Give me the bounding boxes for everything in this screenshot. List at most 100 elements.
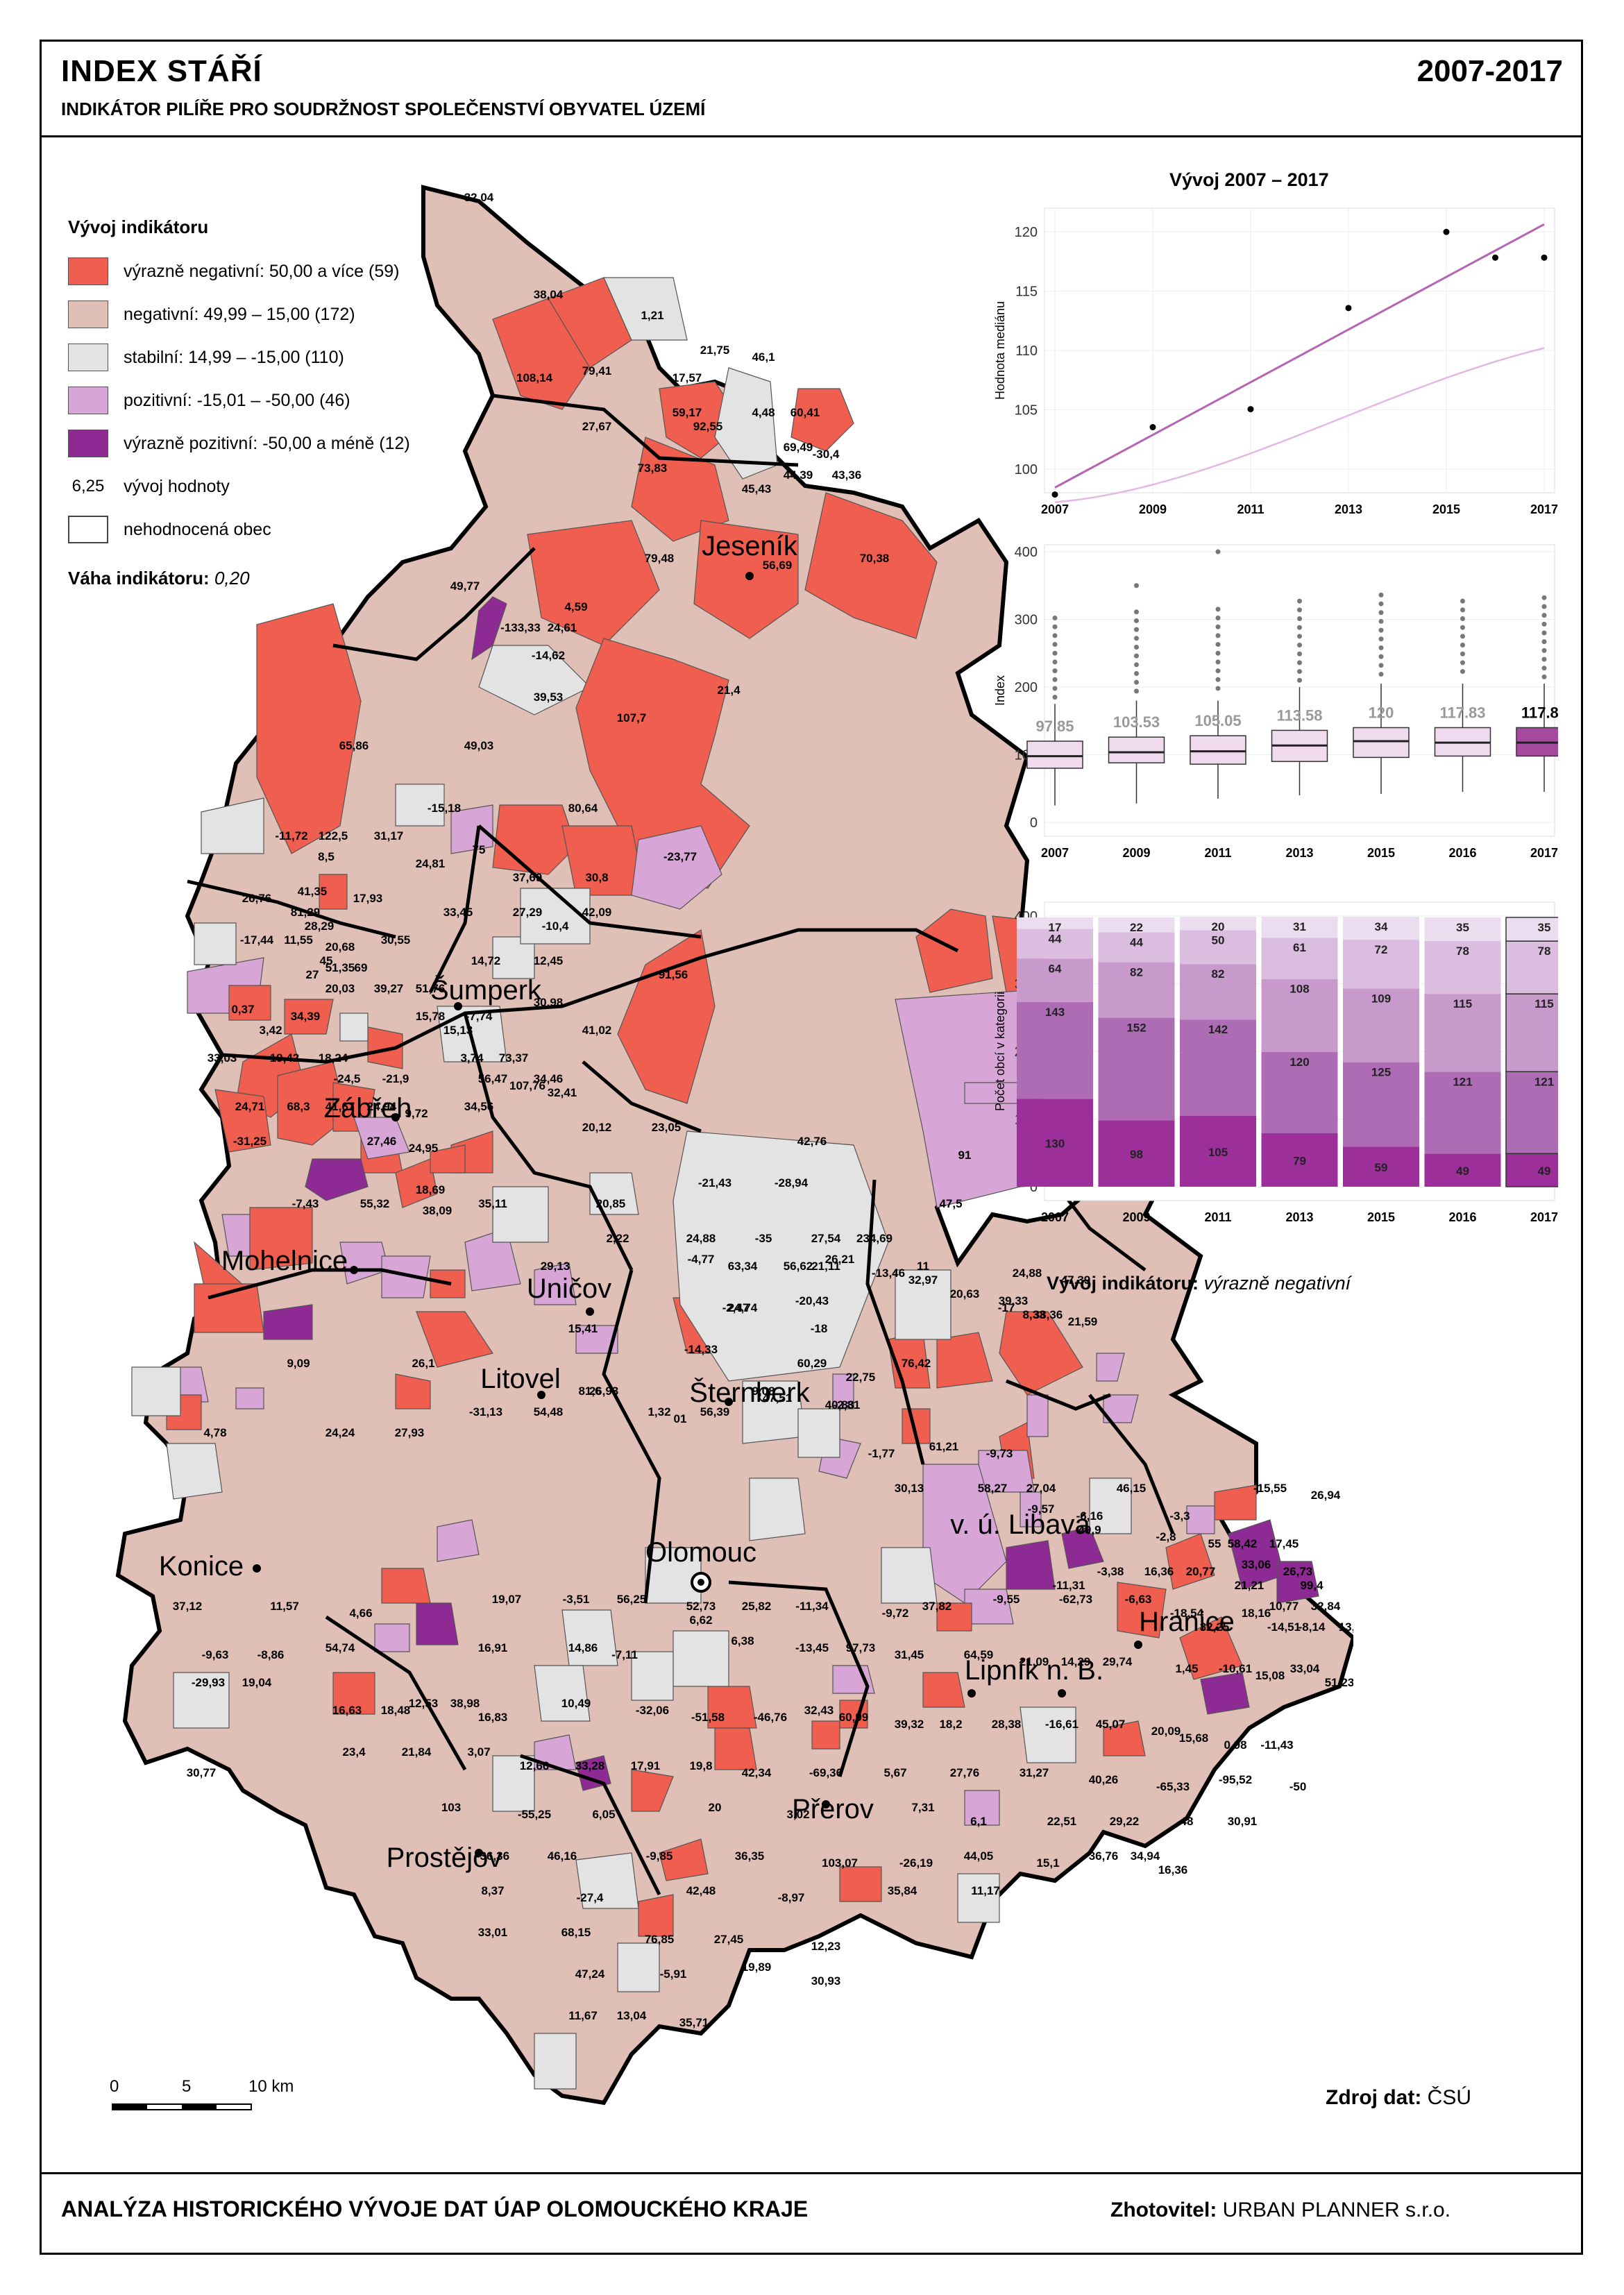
city-label: Litovel bbox=[480, 1364, 561, 1394]
municipality-value: 15,41 bbox=[568, 1322, 598, 1335]
municipality-value: 7,31 bbox=[911, 1801, 934, 1814]
municipality-value: -9,63 bbox=[202, 1648, 229, 1661]
municipality-area bbox=[936, 1602, 972, 1632]
municipality-value: 34,56 bbox=[464, 1100, 494, 1113]
smooth-line bbox=[1054, 347, 1545, 503]
bar-value-label: 64 bbox=[1049, 962, 1062, 975]
bar-segment bbox=[1505, 940, 1558, 994]
municipality-area bbox=[319, 874, 348, 910]
municipality-value: -18 bbox=[811, 1322, 828, 1335]
municipality-value: 35,84 bbox=[888, 1884, 917, 1897]
municipality-value: 49,77 bbox=[450, 579, 480, 593]
municipality-value: -1,77 bbox=[868, 1447, 895, 1460]
municipality-area bbox=[249, 1207, 313, 1271]
municipality-value: 35,71 bbox=[679, 2016, 709, 2029]
municipality-value: 0,37 bbox=[231, 1003, 254, 1016]
municipality-value: 33,01 bbox=[478, 1926, 508, 1939]
municipality-value: 31,17 bbox=[374, 829, 404, 842]
municipality-area bbox=[201, 797, 264, 854]
bar-value-label: 121 bbox=[1534, 1075, 1554, 1088]
data-source: Zdroj dat: ČSÚ bbox=[1326, 2086, 1471, 2110]
municipality-area bbox=[589, 1172, 639, 1215]
municipality-value: 3,74 bbox=[460, 1051, 484, 1065]
municipality-value: 91,56 bbox=[659, 968, 688, 981]
municipality-value: 16,36 bbox=[1144, 1565, 1174, 1578]
municipality-area bbox=[922, 1672, 965, 1708]
source-value: ČSÚ bbox=[1427, 2086, 1471, 2109]
municipality-value: 17,91 bbox=[631, 1759, 661, 1772]
bar-value-label: 31 bbox=[1293, 920, 1306, 933]
data-point bbox=[1345, 305, 1352, 312]
municipality-area bbox=[1103, 1720, 1146, 1756]
bar-value-label: 49 bbox=[1456, 1165, 1469, 1178]
municipality-value: -9,57 bbox=[1028, 1502, 1055, 1516]
y-tick-label: 110 bbox=[1015, 344, 1038, 359]
municipality-value: 19,04 bbox=[242, 1676, 272, 1689]
municipality-value: 41,67 bbox=[325, 1100, 355, 1113]
x-tick-label: 2017 bbox=[1530, 502, 1558, 516]
outlier-point bbox=[1460, 651, 1465, 657]
municipality-value: 56,25 bbox=[617, 1593, 647, 1606]
outlier-point bbox=[1378, 601, 1384, 607]
outlier-point bbox=[1460, 634, 1465, 639]
municipality-area bbox=[534, 1665, 591, 1722]
municipality-area bbox=[339, 1013, 369, 1042]
district-boundary bbox=[221, 956, 702, 1064]
municipality-area bbox=[1020, 1707, 1076, 1763]
municipality-area bbox=[1276, 1561, 1319, 1604]
outlier-point bbox=[1297, 634, 1302, 639]
municipality-area bbox=[673, 1630, 729, 1687]
municipality-value: 27,67 bbox=[582, 420, 612, 433]
municipality-value: 34,39 bbox=[291, 1010, 321, 1023]
bar-segment bbox=[1261, 916, 1338, 938]
municipality-value: -13,46 bbox=[872, 1267, 905, 1280]
bar-segment bbox=[1505, 917, 1558, 942]
district-boundary bbox=[602, 1269, 661, 1604]
municipality-value: 52,73 bbox=[686, 1600, 716, 1613]
municipality-area bbox=[416, 1602, 459, 1645]
municipality-area bbox=[902, 1408, 931, 1444]
bar-segment bbox=[1343, 1062, 1419, 1147]
municipality-value: 1,32 bbox=[648, 1405, 670, 1419]
bar-value-label: 121 bbox=[1453, 1075, 1472, 1088]
data-point bbox=[1149, 424, 1156, 431]
district-boundary bbox=[865, 1179, 925, 1465]
municipality-value: 24,74 bbox=[728, 1301, 758, 1314]
municipality-area bbox=[1096, 1353, 1125, 1382]
municipality-value: 20,09 bbox=[1151, 1725, 1181, 1738]
x-tick-label: 2013 bbox=[1335, 502, 1362, 516]
municipality-value: 15,13 bbox=[443, 1024, 473, 1037]
municipality-value: -15,18 bbox=[428, 802, 461, 815]
municipality-value: 99,4 bbox=[1300, 1579, 1323, 1592]
municipality-value: 32,04 bbox=[464, 191, 494, 204]
city-label: Olomouc bbox=[645, 1537, 756, 1568]
city-dot bbox=[454, 1002, 462, 1010]
bar-segment bbox=[1180, 930, 1256, 965]
municipality-area bbox=[228, 985, 271, 1021]
outlier-point bbox=[1134, 618, 1139, 623]
outlier-point bbox=[1541, 613, 1547, 618]
municipality-value: 24,61 bbox=[548, 621, 577, 634]
outlier-point bbox=[1134, 583, 1139, 588]
municipality-value: 21,75 bbox=[700, 344, 730, 357]
municipality-value: 76,85 bbox=[645, 1933, 675, 1946]
bar-segment bbox=[1098, 932, 1175, 963]
municipality-value: -6,63 bbox=[1125, 1593, 1152, 1606]
municipality-area bbox=[839, 1866, 882, 1902]
municipality-value: 15,68 bbox=[1179, 1731, 1209, 1745]
outlier-point bbox=[1297, 669, 1302, 675]
outlier-point bbox=[1052, 668, 1058, 674]
municipality-value: 18,69 bbox=[416, 1183, 446, 1196]
scale-tick-0: 0 bbox=[110, 2077, 119, 2096]
outlier-point bbox=[1215, 668, 1221, 674]
municipality-value: 76,42 bbox=[902, 1357, 931, 1370]
outlier-point bbox=[1134, 636, 1139, 641]
municipality-area bbox=[645, 1547, 702, 1604]
outlier-point bbox=[1215, 677, 1221, 682]
outlier-point bbox=[1134, 609, 1139, 615]
municipality-value: 8,37 bbox=[481, 1884, 504, 1897]
outlier-point bbox=[1460, 616, 1465, 622]
municipality-value: -11,34 bbox=[795, 1600, 829, 1613]
bar-segment bbox=[1261, 979, 1338, 1052]
municipality-value: 20,85 bbox=[596, 1197, 626, 1210]
